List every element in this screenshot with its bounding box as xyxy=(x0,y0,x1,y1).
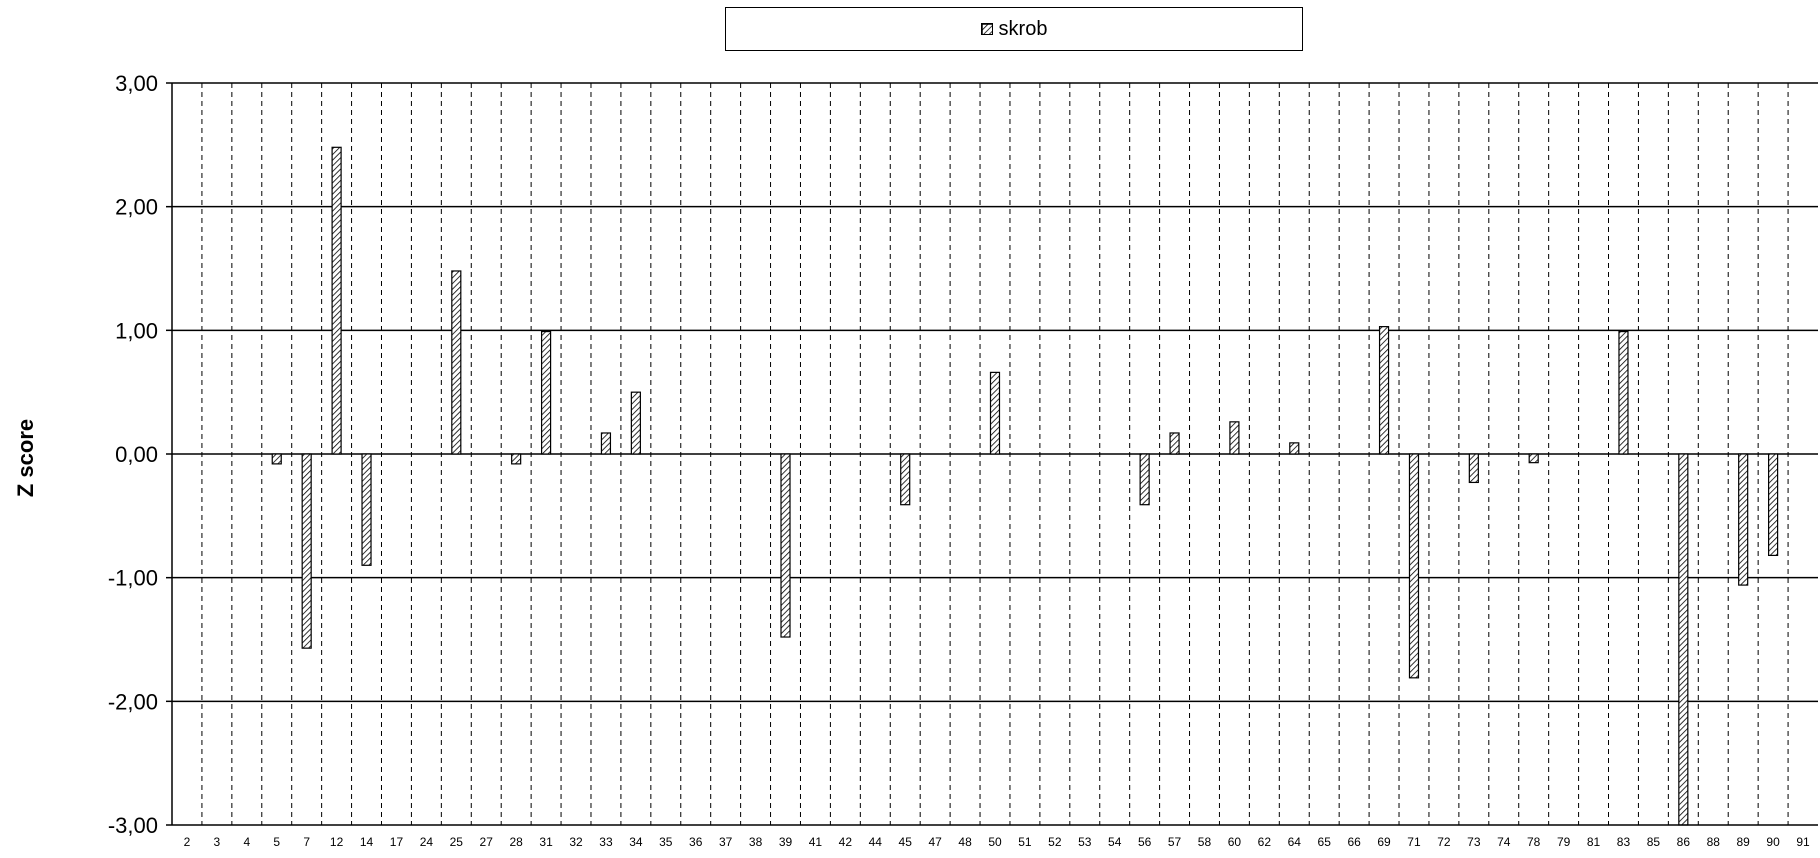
x-tick-label: 45 xyxy=(899,835,913,849)
x-tick-label: 4 xyxy=(243,835,250,849)
bar-5 xyxy=(271,453,282,465)
x-tick-label: 31 xyxy=(539,835,553,849)
x-tick-label: 14 xyxy=(360,835,374,849)
x-tick-label: 78 xyxy=(1527,835,1541,849)
x-tick-label: 47 xyxy=(928,835,942,849)
y-tick-label: 3,00 xyxy=(115,71,158,96)
x-tick-label: 39 xyxy=(779,835,793,849)
x-tick-label: 69 xyxy=(1377,835,1391,849)
bar-7 xyxy=(301,453,312,649)
bar-34 xyxy=(630,391,641,455)
x-tick-label: 86 xyxy=(1677,835,1691,849)
axes xyxy=(171,83,1818,826)
x-tick-label: 65 xyxy=(1318,835,1332,849)
bar-89 xyxy=(1738,453,1749,586)
x-tick-label: 12 xyxy=(330,835,344,849)
bar-83 xyxy=(1618,330,1629,455)
x-tick-label: 71 xyxy=(1407,835,1421,849)
x-tick-label: 58 xyxy=(1198,835,1212,849)
x-tick-label: 90 xyxy=(1766,835,1780,849)
bar-50 xyxy=(989,371,1001,455)
x-tick-label: 54 xyxy=(1108,835,1122,849)
x-tick-label: 88 xyxy=(1707,835,1721,849)
x-tick-label: 74 xyxy=(1497,835,1511,849)
x-tick-label: 72 xyxy=(1437,835,1451,849)
bar-56 xyxy=(1139,453,1150,506)
bar-78 xyxy=(1528,453,1539,464)
y-tick-label: -3,00 xyxy=(108,813,158,838)
bar-31 xyxy=(540,330,552,455)
bar-69 xyxy=(1378,326,1390,455)
x-tick-label: 17 xyxy=(390,835,404,849)
x-tick-label: 81 xyxy=(1587,835,1601,849)
y-tick-label: 2,00 xyxy=(115,195,158,220)
bar-71 xyxy=(1408,453,1420,679)
x-tick-label: 36 xyxy=(689,835,703,849)
y-tick-label: 0,00 xyxy=(115,442,158,467)
x-tick-label: 35 xyxy=(659,835,673,849)
bar-57 xyxy=(1169,432,1180,455)
x-tick-label: 41 xyxy=(809,835,823,849)
x-tick-label: 28 xyxy=(509,835,523,849)
x-tick-label: 64 xyxy=(1288,835,1302,849)
x-tick-label: 25 xyxy=(450,835,464,849)
y-tick-label: -2,00 xyxy=(108,689,158,714)
x-tick-label: 38 xyxy=(749,835,763,849)
bar-90 xyxy=(1768,453,1779,557)
x-tick-label: 50 xyxy=(988,835,1002,849)
bar-45 xyxy=(900,453,911,506)
x-tick-label: 56 xyxy=(1138,835,1152,849)
x-tick-label: 5 xyxy=(273,835,280,849)
bar-60 xyxy=(1229,421,1240,455)
y-tick-labels: 3,00 2,00 1,00 0,00 -1,00 -2,00 -3,00 xyxy=(108,71,158,838)
x-tick-label: 53 xyxy=(1078,835,1092,849)
bar-33 xyxy=(600,432,612,455)
bar-25 xyxy=(451,270,462,455)
x-tick-labels: 2 3 4 5 7 12 14 17 24 25 27 28 31 32 33 34 35 36 37 38 39 41 4… xyxy=(184,835,1810,849)
bar-86 xyxy=(1678,453,1689,826)
x-tick-label: 52 xyxy=(1048,835,1062,849)
bar-39 xyxy=(780,453,791,638)
x-tick-label: 24 xyxy=(420,835,434,849)
x-tick-label: 3 xyxy=(214,835,221,849)
x-tick-label: 79 xyxy=(1557,835,1571,849)
bar-14 xyxy=(361,453,372,566)
x-tick-label: 89 xyxy=(1737,835,1751,849)
x-tick-label: 85 xyxy=(1647,835,1661,849)
x-tick-label: 51 xyxy=(1018,835,1032,849)
x-tick-label: 48 xyxy=(958,835,972,849)
x-tick-label: 44 xyxy=(869,835,883,849)
x-tick-label: 34 xyxy=(629,835,643,849)
bar-12 xyxy=(331,146,342,455)
y-tick-label: 1,00 xyxy=(115,318,158,343)
x-tick-label: 27 xyxy=(480,835,494,849)
x-tick-label: 7 xyxy=(303,835,310,849)
x-tick-label: 42 xyxy=(839,835,853,849)
x-tick-label: 2 xyxy=(184,835,191,849)
legend: skrob xyxy=(725,7,1303,51)
x-tick-label: 73 xyxy=(1467,835,1481,849)
bar-28 xyxy=(511,453,522,465)
x-tick-label: 32 xyxy=(569,835,583,849)
legend-label: skrob xyxy=(998,17,1048,40)
bar-64 xyxy=(1289,442,1300,455)
x-tick-label: 33 xyxy=(599,835,613,849)
x-tick-label: 91 xyxy=(1796,835,1810,849)
x-tick-label: 62 xyxy=(1258,835,1272,849)
bar-73 xyxy=(1468,453,1479,484)
x-tick-label: 66 xyxy=(1347,835,1361,849)
legend-swatch-hatch xyxy=(980,23,993,35)
x-tick-label: 83 xyxy=(1617,835,1631,849)
y-tick-label: -1,00 xyxy=(108,566,158,591)
bar-series-skrob xyxy=(271,146,1779,826)
x-tick-label: 37 xyxy=(719,835,733,849)
y-axis-label: Z score xyxy=(13,418,38,498)
x-tick-label: 57 xyxy=(1168,835,1182,849)
x-tick-label: 60 xyxy=(1228,835,1242,849)
